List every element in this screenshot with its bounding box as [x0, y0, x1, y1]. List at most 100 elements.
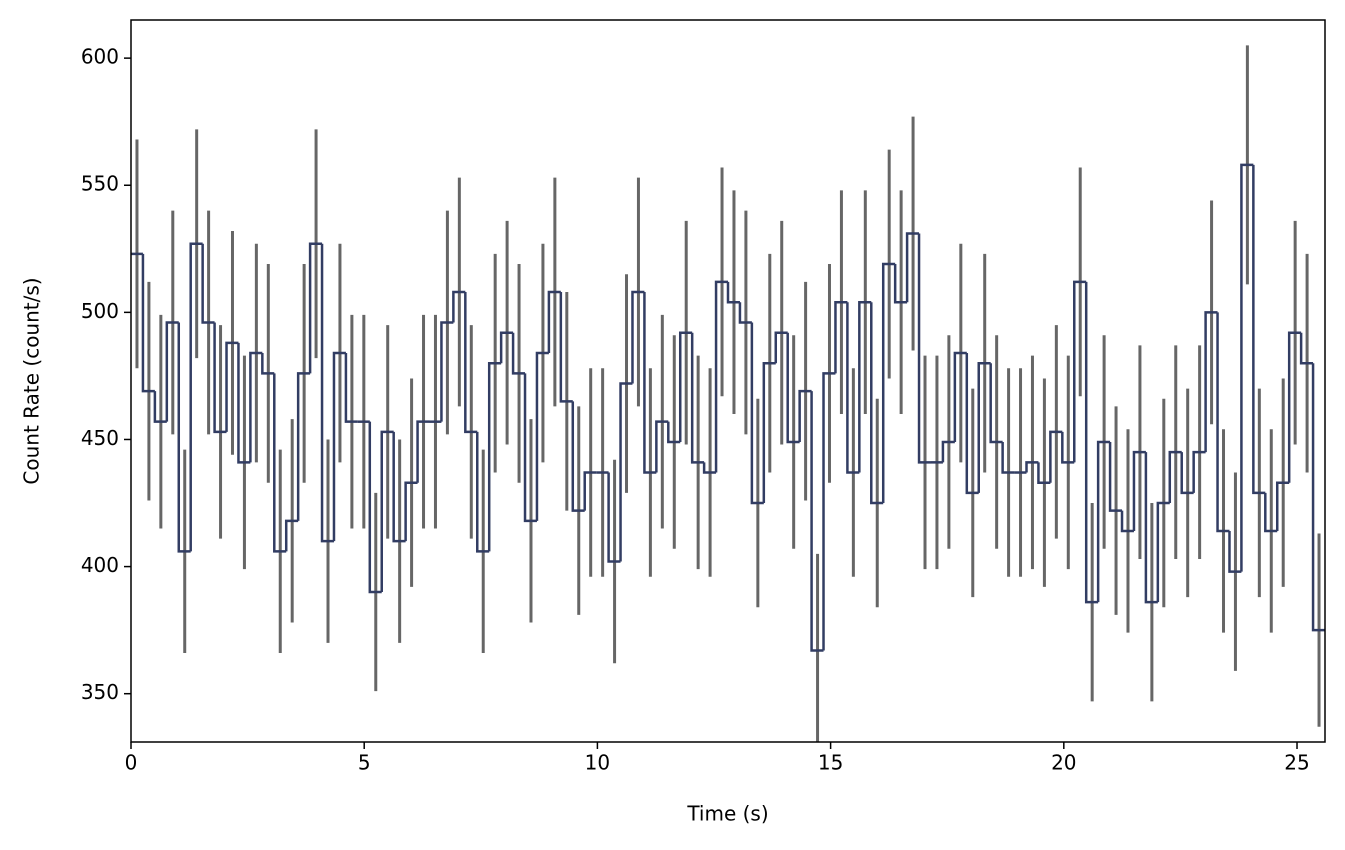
step-segment: [1108, 442, 1123, 512]
step-segment: [1180, 452, 1194, 495]
step-segment: [1025, 461, 1039, 473]
step-segment: [511, 332, 526, 375]
step-segment: [870, 302, 884, 505]
step-segment: [1264, 492, 1278, 533]
x-tick-label: 5: [358, 751, 371, 775]
step-segment: [571, 401, 585, 512]
step-segment: [1216, 312, 1230, 533]
step-segment: [726, 281, 740, 304]
step-segment: [153, 391, 167, 423]
x-tick-label: 20: [1051, 751, 1076, 775]
step-segment: [917, 233, 931, 464]
step-segment: [1287, 331, 1302, 483]
x-tick-label: 10: [585, 751, 610, 775]
step-segment: [619, 382, 633, 562]
step-segment: [965, 353, 979, 495]
step-segment: [1228, 530, 1242, 573]
step-segment: [487, 361, 502, 552]
x-tick-label: 25: [1284, 751, 1309, 775]
y-tick-label: 450: [81, 426, 119, 450]
y-tick-label: 500: [81, 299, 119, 323]
step-segment: [822, 372, 836, 651]
step-segment: [392, 431, 406, 543]
step-segment: [499, 331, 514, 364]
step-segment: [655, 420, 669, 473]
plot-frame: [130, 19, 1326, 743]
step-segment: [607, 472, 621, 563]
step-segment: [750, 322, 764, 505]
step-segment: [1096, 440, 1111, 603]
step-segment: [201, 243, 215, 324]
step-segment: [189, 242, 203, 552]
step-segment: [678, 331, 693, 443]
step-segment: [810, 391, 824, 652]
step-segment: [702, 462, 717, 474]
step-segment: [667, 421, 681, 444]
step-segment: [273, 373, 287, 553]
step-segment: [249, 351, 263, 463]
step-segment: [798, 389, 812, 443]
step-segment: [834, 300, 848, 374]
step-segment: [762, 361, 776, 504]
step-segment: [893, 264, 908, 304]
step-segment: [141, 253, 155, 393]
step-segment: [308, 242, 323, 374]
step-segment: [1156, 501, 1170, 603]
step-segment: [1204, 311, 1218, 453]
step-segment: [237, 342, 251, 464]
step-segment: [738, 302, 752, 324]
step-segment: [1144, 452, 1158, 604]
y-tick-label: 600: [81, 45, 119, 69]
step-segment: [1120, 510, 1134, 533]
step-segment: [989, 363, 1003, 444]
step-segment: [535, 351, 549, 521]
step-segment: [416, 420, 430, 483]
step-segment: [1252, 164, 1266, 495]
step-segment: [320, 243, 334, 543]
y-tick-label: 550: [81, 172, 119, 196]
step-segment: [786, 332, 800, 444]
step-segment: [1168, 450, 1182, 504]
step-segment: [1084, 281, 1099, 604]
step-segment: [714, 280, 728, 473]
step-segment: [1275, 481, 1290, 531]
step-segment: [177, 322, 191, 553]
step-segment: [1240, 163, 1254, 572]
y-axis-label: Count Rate (count/s): [20, 277, 44, 484]
step-segment: [774, 331, 788, 364]
x-tick-label: 15: [818, 751, 843, 775]
step-segment: [296, 372, 311, 521]
step-segment: [1073, 280, 1087, 463]
step-segment: [380, 430, 394, 593]
step-segment: [440, 321, 454, 422]
step-segment: [547, 290, 561, 354]
x-tick-label: 0: [125, 751, 138, 775]
step-segment: [1001, 442, 1015, 474]
step-segment: [523, 373, 537, 523]
step-segment: [1061, 431, 1075, 464]
step-segment: [941, 440, 955, 463]
step-segment: [881, 262, 896, 504]
step-segment: [583, 471, 597, 511]
step-segment: [905, 232, 920, 303]
step-segment: [476, 431, 490, 553]
step-segment: [332, 351, 346, 542]
step-segment: [631, 290, 645, 384]
step-segment: [464, 292, 478, 434]
plot-area: [131, 45, 1325, 742]
step-segment: [344, 353, 358, 423]
step-segment: [261, 353, 275, 375]
x-axis-label: Time (s): [686, 802, 768, 826]
step-segment: [643, 292, 657, 474]
step-segment: [1299, 332, 1314, 365]
step-segment: [1037, 462, 1051, 484]
step-segment: [225, 341, 239, 432]
step-segment: [165, 321, 179, 422]
step-segment: [1132, 450, 1146, 531]
step-segment: [368, 421, 382, 594]
step-segment: [404, 481, 418, 542]
step-segment: [1192, 450, 1206, 493]
step-segment: [284, 519, 299, 552]
y-tick-label: 400: [81, 553, 119, 577]
